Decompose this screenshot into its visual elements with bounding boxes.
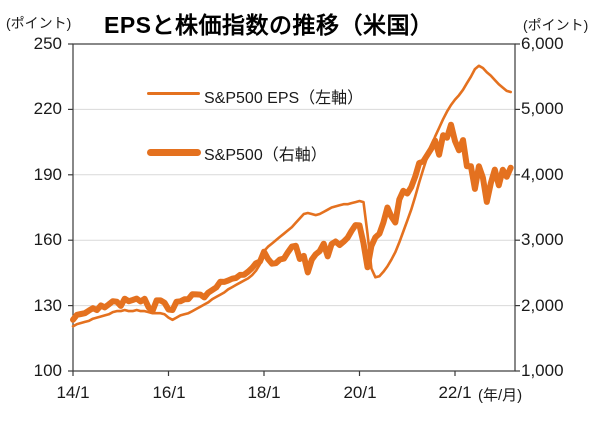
x-axis-tick-label: 22/1 (438, 383, 472, 402)
left-axis-tick-label: 100 (33, 361, 62, 380)
right-axis-tick-label: 1,000 (521, 361, 564, 380)
left-axis-tick-label: 250 (33, 34, 62, 53)
x-axis-tick-label: 14/1 (56, 383, 90, 402)
series-line-sp500 (70, 121, 514, 323)
right-axis-tick-label: 6,000 (521, 34, 564, 53)
legend-line-sample-eps (147, 92, 200, 95)
left-axis-tick-label: 220 (33, 99, 62, 118)
plot-border (72, 43, 516, 372)
chart-title: EPSと株価指数の推移（米国） (104, 12, 434, 38)
x-axis-unit-label: (年/月) (478, 387, 523, 404)
right-axis-unit-label: (ポイント) (523, 17, 589, 33)
legend-label-sp500: S&P500（右軸） (204, 147, 327, 164)
series-line-eps (71, 64, 513, 328)
left-axis-tick-label: 190 (33, 165, 62, 184)
legend-line-sample-sp500 (147, 149, 201, 156)
right-axis-tick-label: 5,000 (521, 99, 564, 118)
x-axis-tick-label: 18/1 (247, 383, 281, 402)
x-axis-tick-label: 16/1 (152, 383, 186, 402)
legend-label-eps: S&P500 EPS（左軸） (204, 90, 364, 107)
left-axis-unit-label: (ポイント) (6, 15, 72, 31)
right-axis-tick-label: 2,000 (521, 296, 564, 315)
left-axis-tick-label: 130 (33, 296, 62, 315)
left-axis-tick-label: 160 (33, 230, 62, 249)
right-axis-tick-label: 4,000 (521, 165, 564, 184)
x-axis-tick-label: 20/1 (343, 383, 377, 402)
right-axis-tick-label: 3,000 (521, 230, 564, 249)
